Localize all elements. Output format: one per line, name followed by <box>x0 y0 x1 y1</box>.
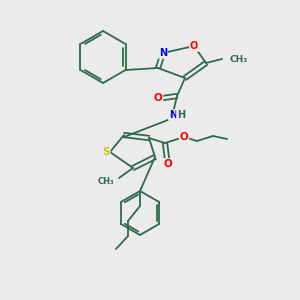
Text: O: O <box>164 159 172 169</box>
Text: N: N <box>159 48 167 58</box>
Text: N: N <box>169 110 177 120</box>
Text: O: O <box>180 132 188 142</box>
Text: O: O <box>154 93 162 103</box>
Text: O: O <box>190 41 198 51</box>
Text: H: H <box>177 110 185 120</box>
Text: CH₃: CH₃ <box>229 55 247 64</box>
Text: S: S <box>102 147 110 157</box>
Text: CH₃: CH₃ <box>98 178 114 187</box>
